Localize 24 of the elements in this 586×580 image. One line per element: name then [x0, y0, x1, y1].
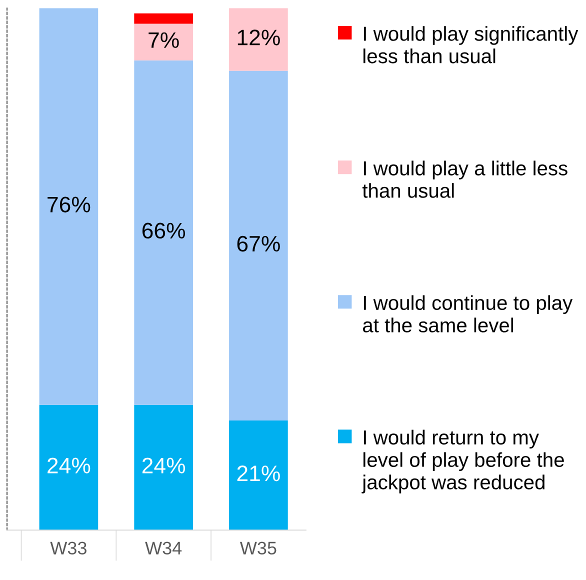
- legend-label: I would play a little less than usual: [362, 160, 568, 198]
- data-label: 21%: [237, 466, 280, 482]
- bar: [229, 8, 288, 71]
- legend-label: I would play significantly less than usual: [364, 26, 578, 64]
- bar: [229, 420, 288, 530]
- bar: [229, 70, 288, 420]
- data-label: 67%: [237, 236, 280, 252]
- bar: [39, 404, 98, 530]
- legend-label: I would return to my level of play before the jackpot was reduced: [362, 430, 564, 494]
- data-label: 12%: [238, 30, 280, 46]
- bar: [134, 404, 193, 530]
- data-label: 66%: [142, 222, 186, 239]
- data-label: 7%: [148, 32, 179, 48]
- bar: [134, 24, 193, 60]
- data-label: 24%: [48, 458, 90, 474]
- legend-label: I would continue to play at the same level: [363, 295, 573, 332]
- x-tick-label: W35: [240, 542, 276, 554]
- bar: [39, 8, 98, 405]
- data-label: 24%: [142, 458, 186, 474]
- bar: [134, 13, 193, 24]
- x-tick-label: W34: [145, 542, 182, 554]
- bar: [134, 60, 193, 405]
- data-label: 76%: [48, 196, 90, 212]
- x-tick-label: W33: [50, 542, 86, 554]
